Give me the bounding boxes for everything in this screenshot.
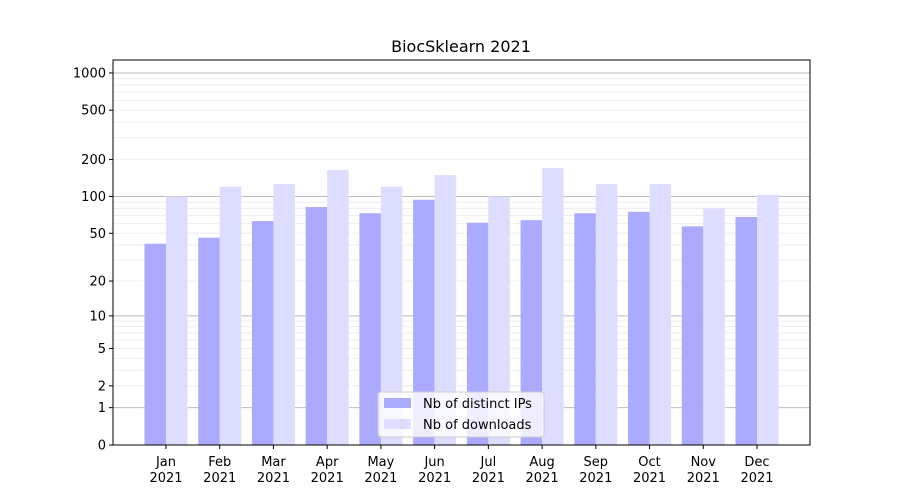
legend-swatch-downloads <box>384 419 411 429</box>
y-tick-label: 500 <box>81 104 106 119</box>
x-tick-label-year: 2021 <box>633 471 666 486</box>
bar-distinct-ips <box>413 199 435 445</box>
x-tick-label-year: 2021 <box>149 471 182 486</box>
x-tick-label-month: Dec <box>744 455 769 470</box>
bar-distinct-ips <box>466 222 489 445</box>
legend-label-ips: Nb of distinct IPs <box>423 397 532 412</box>
y-tick-label: 5 <box>98 342 106 357</box>
x-tick-label-year: 2021 <box>311 471 344 486</box>
x-tick-label-month: May <box>367 455 394 470</box>
x-tick-label-year: 2021 <box>740 471 773 486</box>
y-tick-label: 2 <box>98 379 106 394</box>
y-tick-label: 50 <box>89 227 106 242</box>
bar-distinct-ips <box>735 216 757 445</box>
legend-label-downloads: Nb of downloads <box>423 418 532 433</box>
x-axis: Jan2021Feb2021Mar2021Apr2021May2021Jun20… <box>149 445 774 486</box>
bar-downloads <box>542 168 564 446</box>
chart-title: BiocSklearn 2021 <box>391 37 531 56</box>
y-tick-label: 1 <box>98 401 106 416</box>
bars <box>144 168 779 446</box>
bar-downloads <box>166 196 188 445</box>
bar-distinct-ips <box>681 226 704 445</box>
y-tick-label: 20 <box>89 275 106 290</box>
bar-distinct-ips <box>305 207 328 445</box>
plot-frame <box>112 59 811 446</box>
bar-downloads <box>327 170 349 446</box>
bar-downloads <box>219 186 242 445</box>
x-tick-label-year: 2021 <box>418 471 451 486</box>
x-tick-label-year: 2021 <box>526 471 559 486</box>
y-tick-label: 1000 <box>73 66 106 81</box>
x-tick-label-month: Feb <box>208 455 231 470</box>
bar-downloads <box>649 184 672 445</box>
bar-downloads <box>273 184 295 445</box>
bar-distinct-ips <box>520 220 543 445</box>
bar-distinct-ips <box>359 213 381 445</box>
x-tick-label-year: 2021 <box>257 471 290 486</box>
y-tick-label: 0 <box>98 439 106 454</box>
x-tick-label-month: Jan <box>155 455 176 470</box>
x-tick-label-year: 2021 <box>687 471 720 486</box>
bar-downloads <box>757 194 779 445</box>
y-tick-label: 200 <box>81 153 106 168</box>
x-tick-label-year: 2021 <box>472 471 505 486</box>
x-tick-label-month: Aug <box>529 455 554 470</box>
x-tick-label-year: 2021 <box>579 471 612 486</box>
bar-distinct-ips <box>251 221 274 445</box>
x-tick-label-month: Nov <box>691 455 717 470</box>
y-tick-label: 10 <box>89 309 106 324</box>
x-tick-label-year: 2021 <box>364 471 397 486</box>
bar-distinct-ips <box>198 237 220 445</box>
bar-distinct-ips <box>574 213 596 445</box>
legend-swatch-ips <box>384 398 411 408</box>
x-tick-label-month: Jun <box>423 455 444 470</box>
bar-downloads <box>703 208 725 445</box>
legend: Nb of distinct IPs Nb of downloads <box>377 391 545 438</box>
y-tick-label: 100 <box>81 190 106 205</box>
x-tick-label-month: Oct <box>638 455 660 470</box>
y-axis: 0 1 2 5 10 20 50 100 200 500 1000 <box>73 66 113 454</box>
bar-downloads <box>434 175 457 446</box>
bar-downloads <box>380 186 403 445</box>
x-tick-label-month: Apr <box>316 455 339 470</box>
bar-downloads <box>595 184 618 445</box>
x-tick-label-month: Jul <box>480 455 497 470</box>
bar-distinct-ips <box>144 243 166 445</box>
bar-downloads <box>488 196 510 445</box>
x-tick-label-month: Mar <box>261 455 286 470</box>
bar-distinct-ips <box>628 211 650 445</box>
x-tick-label-month: Sep <box>584 455 609 470</box>
x-tick-label-year: 2021 <box>203 471 236 486</box>
